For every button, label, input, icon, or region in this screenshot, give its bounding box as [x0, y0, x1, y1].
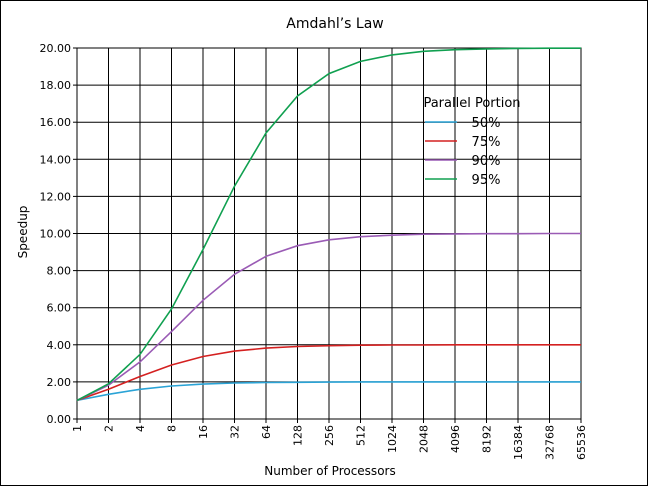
series-line-90pct	[76, 232, 581, 402]
x-tick-label: 1024	[386, 425, 399, 453]
y-tick-label: 2.00	[47, 376, 72, 389]
legend-label: 90%	[472, 154, 501, 169]
x-tick-label: 2	[103, 425, 116, 432]
series-group	[76, 47, 581, 402]
series-line-50pct	[76, 381, 581, 402]
y-tick-label: 12.00	[40, 190, 72, 203]
x-tick-label: 64	[260, 425, 273, 439]
series-line-75pct	[76, 343, 581, 402]
x-tick-label: 1	[71, 425, 84, 432]
y-tick-label: 4.00	[47, 339, 72, 352]
x-axis: 1 2 4 8 16 32 64 128 256 512 1024 2048 4096 8192 16384…	[71, 419, 588, 460]
series-line-95pct	[76, 47, 581, 402]
y-tick-label: 20.00	[40, 42, 72, 55]
x-tick-label: 4	[134, 425, 147, 432]
legend-label: 75%	[472, 135, 501, 150]
y-tick-label: 16.00	[40, 116, 72, 129]
y-tick-label: 10.00	[40, 228, 72, 241]
y-tick-label: 0.00	[47, 413, 72, 426]
x-tick-label: 2048	[418, 425, 431, 453]
x-axis-label: Number of Processors	[264, 464, 395, 478]
y-axis-label: Speedup	[16, 206, 30, 259]
x-tick-label: 512	[355, 425, 368, 446]
x-tick-label: 32768	[544, 425, 557, 460]
y-tick-label: 8.00	[47, 265, 72, 278]
legend-title: Parallel Portion	[423, 96, 520, 111]
x-tick-label: 8	[166, 425, 179, 432]
legend-label: 50%	[472, 116, 501, 131]
x-tick-label: 32	[229, 425, 242, 439]
y-tick-label: 14.00	[40, 153, 72, 166]
x-tick-label: 16	[197, 425, 210, 439]
x-tick-label: 8192	[481, 425, 494, 453]
x-tick-label: 65536	[575, 425, 588, 460]
y-axis: 0.00 2.00 4.00 6.00 8.00 10.00 12.00 14.00 16.00…	[40, 42, 77, 426]
x-tick-label: 128	[292, 425, 305, 446]
legend-label: 95%	[472, 173, 501, 188]
x-tick-label: 4096	[449, 425, 462, 453]
y-tick-label: 18.00	[40, 79, 72, 92]
y-tick-label: 6.00	[47, 302, 72, 315]
x-tick-label: 256	[323, 425, 336, 446]
legend: Parallel Portion 50% 75% 90% 95%	[423, 96, 520, 188]
x-tick-label: 16384	[512, 425, 525, 460]
chart-title: Amdahl’s Law	[286, 16, 383, 32]
